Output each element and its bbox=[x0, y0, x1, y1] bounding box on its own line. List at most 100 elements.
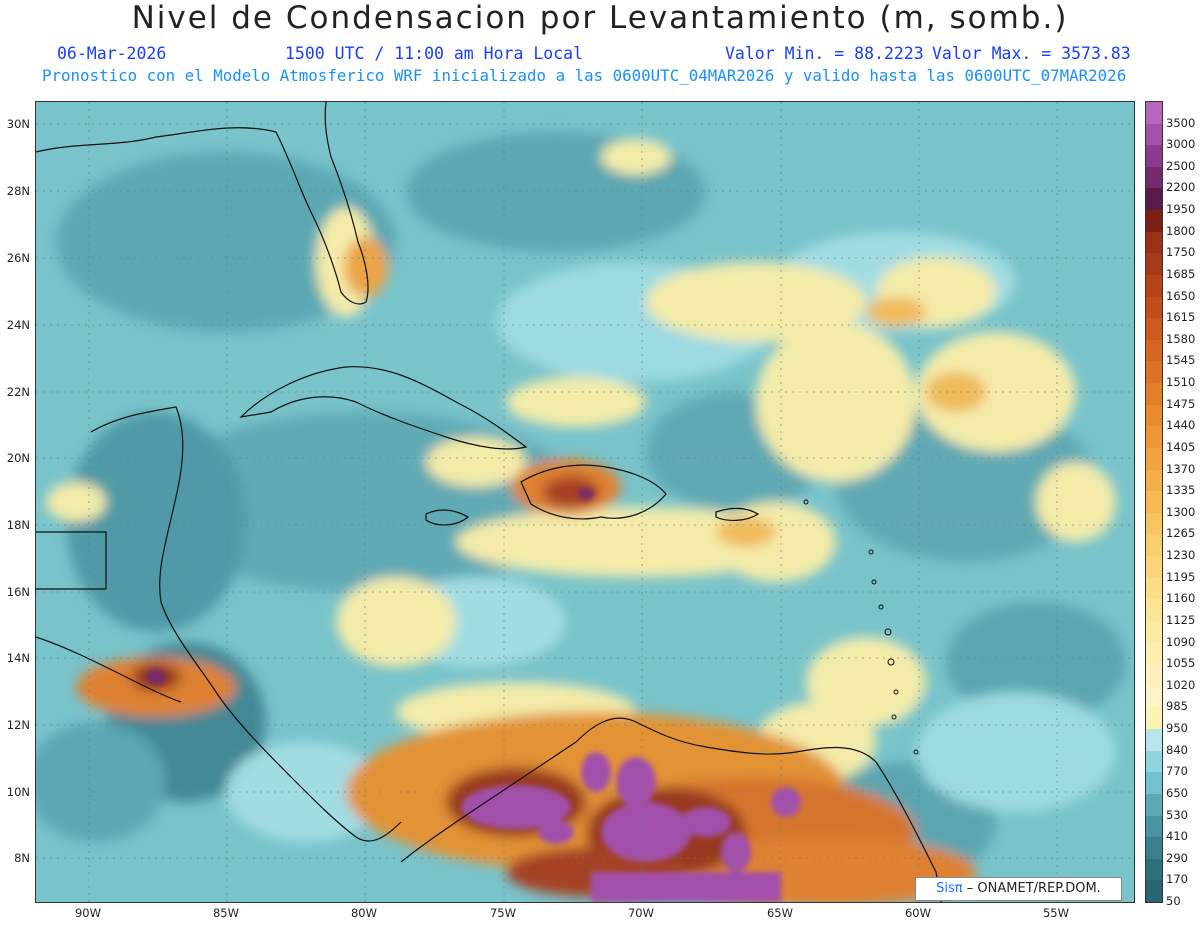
colorbar-segment bbox=[1146, 837, 1162, 860]
colorbar-label: 530 bbox=[1166, 807, 1188, 822]
colorbar-label: 770 bbox=[1166, 764, 1188, 779]
colorbar-segment bbox=[1146, 404, 1162, 427]
colorbar-segment bbox=[1146, 729, 1162, 752]
lon-label: 90W bbox=[74, 906, 101, 920]
colorbar-label: 1615 bbox=[1166, 310, 1196, 325]
colorbar-segment bbox=[1146, 296, 1162, 319]
colorbar-label: 840 bbox=[1166, 742, 1188, 757]
colorbar-segment bbox=[1146, 383, 1162, 406]
lon-label: 75W bbox=[489, 906, 516, 920]
colorbar-label: 1195 bbox=[1166, 569, 1196, 584]
colorbar-label: 1950 bbox=[1166, 202, 1196, 217]
lon-label: 85W bbox=[212, 906, 239, 920]
colorbar-segment bbox=[1146, 750, 1162, 773]
colorbar-label: 410 bbox=[1166, 829, 1188, 844]
colorbar-segment bbox=[1146, 707, 1162, 730]
lat-label: 26N bbox=[6, 251, 30, 265]
colorbar-label: 1750 bbox=[1166, 245, 1196, 260]
map-field bbox=[36, 102, 1134, 902]
min-value: Valor Min. = 88.2223 bbox=[725, 44, 924, 63]
colorbar-segment bbox=[1146, 102, 1162, 125]
lat-label: 24N bbox=[6, 318, 30, 332]
lat-label: 28N bbox=[6, 184, 30, 198]
colorbar-segment bbox=[1146, 793, 1162, 816]
map-title: Nivel de Condensacion por Levantamiento … bbox=[131, 0, 1069, 36]
lon-label: 70W bbox=[627, 906, 654, 920]
colorbar-label: 1230 bbox=[1166, 548, 1196, 563]
colorbar bbox=[1145, 101, 1163, 903]
colorbar-label: 1020 bbox=[1166, 677, 1196, 692]
colorbar-segment bbox=[1146, 447, 1162, 471]
forecast-time: 1500 UTC / 11:00 am Hora Local bbox=[285, 44, 584, 63]
colorbar-segment bbox=[1146, 210, 1162, 233]
colorbar-label: 1335 bbox=[1166, 483, 1196, 498]
colorbar-label: 1510 bbox=[1166, 375, 1196, 390]
colorbar-segment bbox=[1146, 426, 1162, 449]
brand-logo: Sisπ bbox=[936, 881, 963, 896]
colorbar-label: 3500 bbox=[1166, 115, 1196, 130]
colorbar-label: 1685 bbox=[1166, 266, 1196, 281]
colorbar-label: 1405 bbox=[1166, 439, 1196, 454]
colorbar-segment bbox=[1146, 361, 1162, 384]
colorbar-segment bbox=[1146, 534, 1162, 557]
lon-label: 60W bbox=[904, 906, 931, 920]
lon-label: 55W bbox=[1042, 906, 1069, 920]
colorbar-segment bbox=[1146, 858, 1162, 881]
colorbar-label: 290 bbox=[1166, 850, 1188, 865]
colorbar-label: 1650 bbox=[1166, 288, 1196, 303]
lon-label: 65W bbox=[766, 906, 793, 920]
colorbar-segment bbox=[1146, 339, 1162, 362]
colorbar-label: 1370 bbox=[1166, 461, 1196, 476]
colorbar-label: 170 bbox=[1166, 872, 1188, 887]
lat-label: 8N bbox=[14, 851, 30, 865]
lat-label: 14N bbox=[6, 651, 30, 665]
lat-label: 16N bbox=[6, 585, 30, 599]
colorbar-label: 3000 bbox=[1166, 137, 1196, 152]
colorbar-label: 2200 bbox=[1166, 180, 1196, 195]
colorbar-segment bbox=[1146, 145, 1162, 168]
lat-label: 18N bbox=[6, 518, 30, 532]
lat-label: 12N bbox=[6, 718, 30, 732]
colorbar-label: 1265 bbox=[1166, 526, 1196, 541]
colorbar-segment bbox=[1146, 599, 1162, 622]
colorbar-segment bbox=[1146, 577, 1162, 600]
colorbar-segment bbox=[1146, 772, 1162, 795]
colorbar-label: 1300 bbox=[1166, 504, 1196, 519]
colorbar-label: 985 bbox=[1166, 699, 1188, 714]
lcl-map bbox=[35, 101, 1135, 903]
colorbar-segment bbox=[1146, 188, 1162, 211]
colorbar-segment bbox=[1146, 231, 1162, 254]
colorbar-segment bbox=[1146, 620, 1162, 644]
colorbar-segment bbox=[1146, 512, 1162, 535]
colorbar-label: 2500 bbox=[1166, 158, 1196, 173]
credit-text: – ONAMET/REP.DOM. bbox=[966, 881, 1101, 896]
colorbar-segment bbox=[1146, 469, 1162, 492]
model-description: Pronostico con el Modelo Atmosferico WRF… bbox=[42, 66, 1127, 85]
lat-label: 30N bbox=[6, 117, 30, 131]
colorbar-label: 1055 bbox=[1166, 656, 1196, 671]
colorbar-segment bbox=[1146, 491, 1162, 514]
colorbar-segment bbox=[1146, 880, 1162, 903]
colorbar-segment bbox=[1146, 685, 1162, 708]
colorbar-segment bbox=[1146, 664, 1162, 687]
colorbar-label: 1580 bbox=[1166, 331, 1196, 346]
max-value: Valor Max. = 3573.83 bbox=[932, 44, 1131, 63]
colorbar-label: 50 bbox=[1166, 894, 1181, 908]
colorbar-label: 1475 bbox=[1166, 396, 1196, 411]
colorbar-label: 1160 bbox=[1166, 591, 1196, 606]
colorbar-segment bbox=[1146, 815, 1162, 838]
colorbar-label: 1125 bbox=[1166, 612, 1196, 627]
lon-label: 80W bbox=[350, 906, 377, 920]
colorbar-label: 1440 bbox=[1166, 418, 1196, 433]
colorbar-segment bbox=[1146, 123, 1162, 146]
colorbar-segment bbox=[1146, 166, 1162, 189]
lat-label: 22N bbox=[6, 385, 30, 399]
forecast-date: 06-Mar-2026 bbox=[57, 44, 167, 63]
colorbar-label: 1800 bbox=[1166, 223, 1196, 238]
colorbar-label: 1545 bbox=[1166, 353, 1196, 368]
colorbar-label: 650 bbox=[1166, 785, 1188, 800]
lat-label: 10N bbox=[6, 785, 30, 799]
colorbar-segment bbox=[1146, 556, 1162, 579]
colorbar-segment bbox=[1146, 642, 1162, 665]
colorbar-segment bbox=[1146, 318, 1162, 341]
